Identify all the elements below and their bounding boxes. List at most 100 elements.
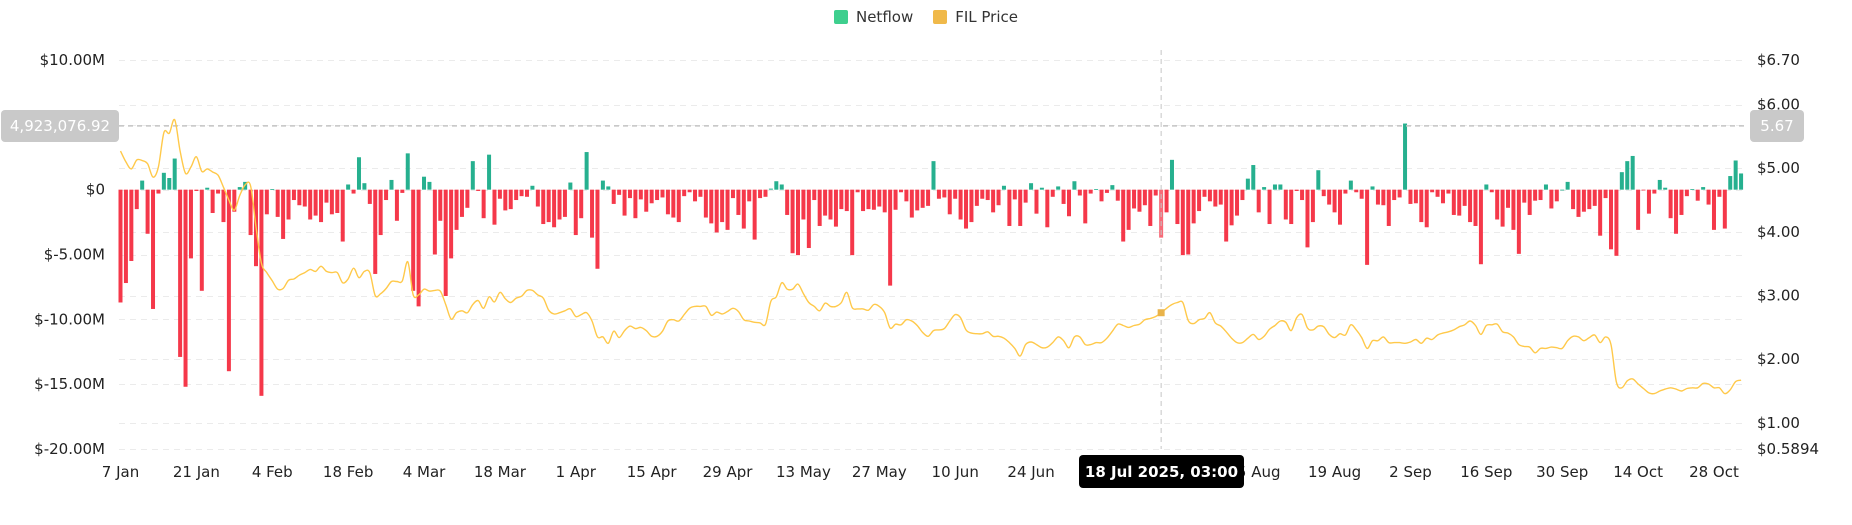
- x-tick-label: 28 Oct: [1689, 463, 1739, 481]
- netflow-bar: [1088, 189, 1093, 194]
- y-left-tick-label: $0: [86, 181, 105, 199]
- netflow-bar: [145, 189, 150, 234]
- netflow-bar: [877, 189, 882, 207]
- netflow-bar: [931, 161, 936, 190]
- netflow-bar: [1061, 189, 1066, 204]
- netflow-bar: [562, 189, 567, 217]
- netflow-bar: [1300, 189, 1305, 201]
- netflow-bar: [665, 189, 670, 215]
- netflow-bar: [1695, 189, 1700, 201]
- x-tick-label: 15 Apr: [627, 463, 678, 481]
- netflow-bar: [1473, 189, 1478, 226]
- x-tick-label: 7 Jan: [102, 463, 139, 481]
- netflow-bar: [378, 189, 383, 236]
- netflow-bar: [573, 189, 578, 236]
- netflow-bar: [1728, 176, 1733, 190]
- netflow-bar: [319, 189, 324, 223]
- netflow-bar: [1012, 189, 1017, 200]
- netflow-bar: [1652, 189, 1657, 194]
- y-right-tick-label: $0.5894: [1757, 440, 1819, 458]
- netflow-bar: [1332, 189, 1337, 213]
- netflow-bar: [454, 189, 459, 230]
- legend-label-fil-price: FIL Price: [955, 8, 1018, 26]
- netflow-bar: [221, 189, 226, 223]
- netflow-bar: [1554, 189, 1559, 202]
- netflow-bar: [958, 189, 963, 220]
- netflow-bar: [178, 189, 183, 357]
- legend-item-netflow[interactable]: Netflow: [833, 8, 914, 26]
- netflow-bar: [964, 189, 969, 229]
- netflow-bar: [226, 189, 231, 372]
- netflow-bar: [172, 158, 177, 190]
- netflow-bar: [297, 189, 302, 206]
- netflow-bar: [1636, 189, 1641, 230]
- netflow-bar: [264, 189, 269, 215]
- y-right-tick-label: $5.00: [1757, 159, 1800, 177]
- netflow-bar: [752, 189, 757, 240]
- netflow-bar: [947, 189, 952, 215]
- netflow-bar: [324, 189, 329, 203]
- netflow-bar: [1522, 189, 1527, 203]
- netflow-bar: [1240, 189, 1245, 201]
- crosshair: [119, 50, 1746, 449]
- netflow-bar: [1668, 189, 1673, 219]
- netflow-bar: [1218, 189, 1223, 205]
- netflow-bar: [199, 189, 204, 291]
- netflow-bar: [389, 179, 394, 190]
- netflow-bar: [1641, 189, 1646, 191]
- netflow-bar: [1104, 189, 1109, 193]
- netflow-bar: [1375, 189, 1380, 205]
- netflow-bar: [1560, 189, 1565, 191]
- netflow-bar: [985, 189, 990, 201]
- netflow-bar: [806, 189, 811, 249]
- netflow-bar: [779, 184, 784, 190]
- netflow-bar: [340, 189, 345, 242]
- netflow-bar: [974, 189, 979, 206]
- gridlines: [119, 60, 1746, 450]
- legend-item-fil-price[interactable]: FIL Price: [933, 8, 1018, 26]
- netflow-bar: [1034, 189, 1039, 214]
- netflow-bar: [530, 185, 535, 190]
- netflow-bar: [362, 183, 367, 190]
- netflow-bar: [1153, 189, 1158, 196]
- legend-label-netflow: Netflow: [855, 8, 914, 26]
- netflow-swatch-icon: [833, 10, 848, 24]
- netflow-bar: [1592, 189, 1597, 206]
- netflow-bar: [611, 189, 616, 204]
- netflow-bar: [1722, 189, 1727, 229]
- netflow-bar: [411, 189, 416, 291]
- netflow-bar: [1603, 189, 1608, 199]
- netflow-bar: [1663, 187, 1668, 190]
- netflow-bar: [188, 189, 193, 259]
- netflow-bar: [1202, 189, 1207, 197]
- axis-labels: $10.00M $0 $-5.00M $-10.00M $-15.00M $-20.00M…: [34, 51, 1819, 481]
- netflow-bar: [432, 189, 437, 255]
- netflow-bar: [768, 188, 773, 190]
- netflow-bar: [329, 189, 334, 215]
- netflow-bar: [335, 189, 340, 214]
- fil-price-swatch-icon: [933, 10, 948, 24]
- netflow-bar: [1614, 189, 1619, 256]
- netflow-bar: [400, 189, 405, 193]
- y-left-tick-label: $-10.00M: [34, 310, 105, 328]
- netflow-bar: [118, 189, 123, 303]
- netflow-bar: [123, 189, 128, 284]
- netflow-bar: [1007, 189, 1012, 226]
- netflow-bar: [649, 189, 654, 204]
- netflow-bar: [741, 189, 746, 229]
- x-tick-label: 19 Aug: [1308, 463, 1361, 481]
- netflow-bar: [861, 189, 866, 212]
- netflow-bar: [183, 189, 188, 387]
- netflow-bar: [194, 189, 199, 191]
- netflow-bar: [1565, 181, 1570, 190]
- netflow-bar: [1348, 180, 1353, 190]
- crosshair-date-label: 18 Jul 2025, 03:00: [1079, 455, 1244, 488]
- netflow-bar: [1132, 189, 1137, 209]
- netflow-bar: [1272, 184, 1277, 190]
- x-tick-label: 30 Sep: [1536, 463, 1588, 481]
- netflow-bar: [1283, 189, 1288, 220]
- x-tick-label: 4 Mar: [403, 463, 446, 481]
- y-right-tick-label: $1.00: [1757, 414, 1800, 432]
- netflow-bar: [1468, 189, 1473, 223]
